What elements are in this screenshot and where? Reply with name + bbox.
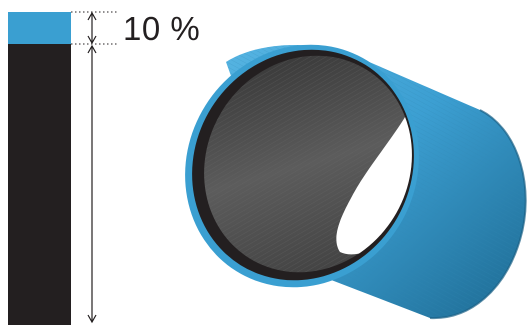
core-layer-bar (8, 44, 71, 325)
layer-percentage-label: 10 % (123, 11, 200, 47)
layer-dimension-arrow (88, 13, 96, 43)
total-dimension-arrow (88, 46, 96, 322)
outer-layer-bar (8, 12, 71, 44)
